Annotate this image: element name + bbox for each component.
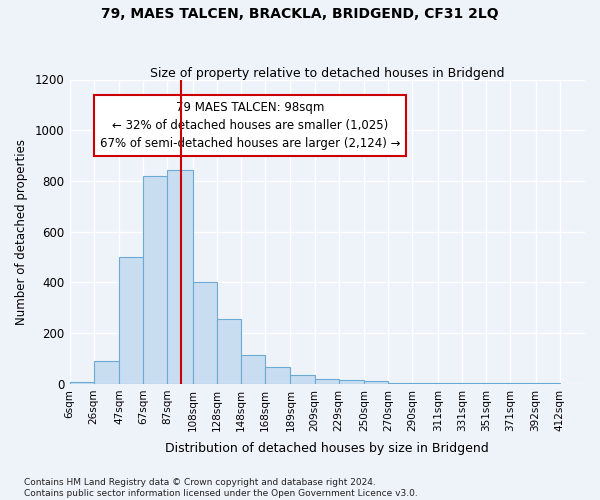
Bar [438,382,462,384]
Bar [217,319,241,384]
Bar [290,375,314,384]
Bar [167,170,193,384]
Bar [70,382,94,384]
Text: Contains HM Land Registry data © Crown copyright and database right 2024.
Contai: Contains HM Land Registry data © Crown c… [24,478,418,498]
Bar [143,176,167,384]
Text: 79 MAES TALCEN: 98sqm
← 32% of detached houses are smaller (1,025)
67% of semi-d: 79 MAES TALCEN: 98sqm ← 32% of detached … [100,101,400,150]
Bar [462,382,486,384]
Bar [241,354,265,384]
Y-axis label: Number of detached properties: Number of detached properties [15,138,28,324]
Bar [412,382,438,384]
Bar [536,382,560,384]
Bar [388,382,412,384]
Text: 79, MAES TALCEN, BRACKLA, BRIDGEND, CF31 2LQ: 79, MAES TALCEN, BRACKLA, BRIDGEND, CF31… [101,8,499,22]
Bar [486,382,510,384]
Bar [314,379,339,384]
Bar [94,361,119,384]
Title: Size of property relative to detached houses in Bridgend: Size of property relative to detached ho… [150,66,505,80]
X-axis label: Distribution of detached houses by size in Bridgend: Distribution of detached houses by size … [166,442,489,455]
Bar [364,382,388,384]
Bar [193,282,217,384]
Bar [119,257,143,384]
Bar [510,382,536,384]
Bar [265,366,290,384]
Bar [339,380,364,384]
